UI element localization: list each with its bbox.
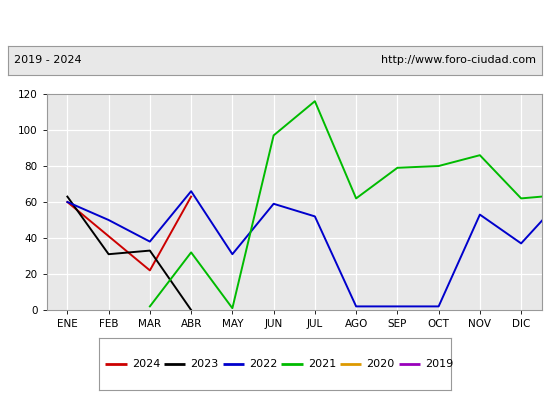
Text: 2022: 2022 [249,359,278,369]
Text: http://www.foro-ciudad.com: http://www.foro-ciudad.com [381,55,536,65]
Text: 2024: 2024 [132,359,160,369]
Text: Evolucion Nº Turistas Nacionales en el municipio de Orpí: Evolucion Nº Turistas Nacionales en el m… [79,16,471,30]
Text: 2020: 2020 [366,359,395,369]
Text: 2023: 2023 [190,359,219,369]
Text: 2019 - 2024: 2019 - 2024 [14,55,81,65]
Text: 2021: 2021 [308,359,336,369]
Text: 2019: 2019 [425,359,453,369]
